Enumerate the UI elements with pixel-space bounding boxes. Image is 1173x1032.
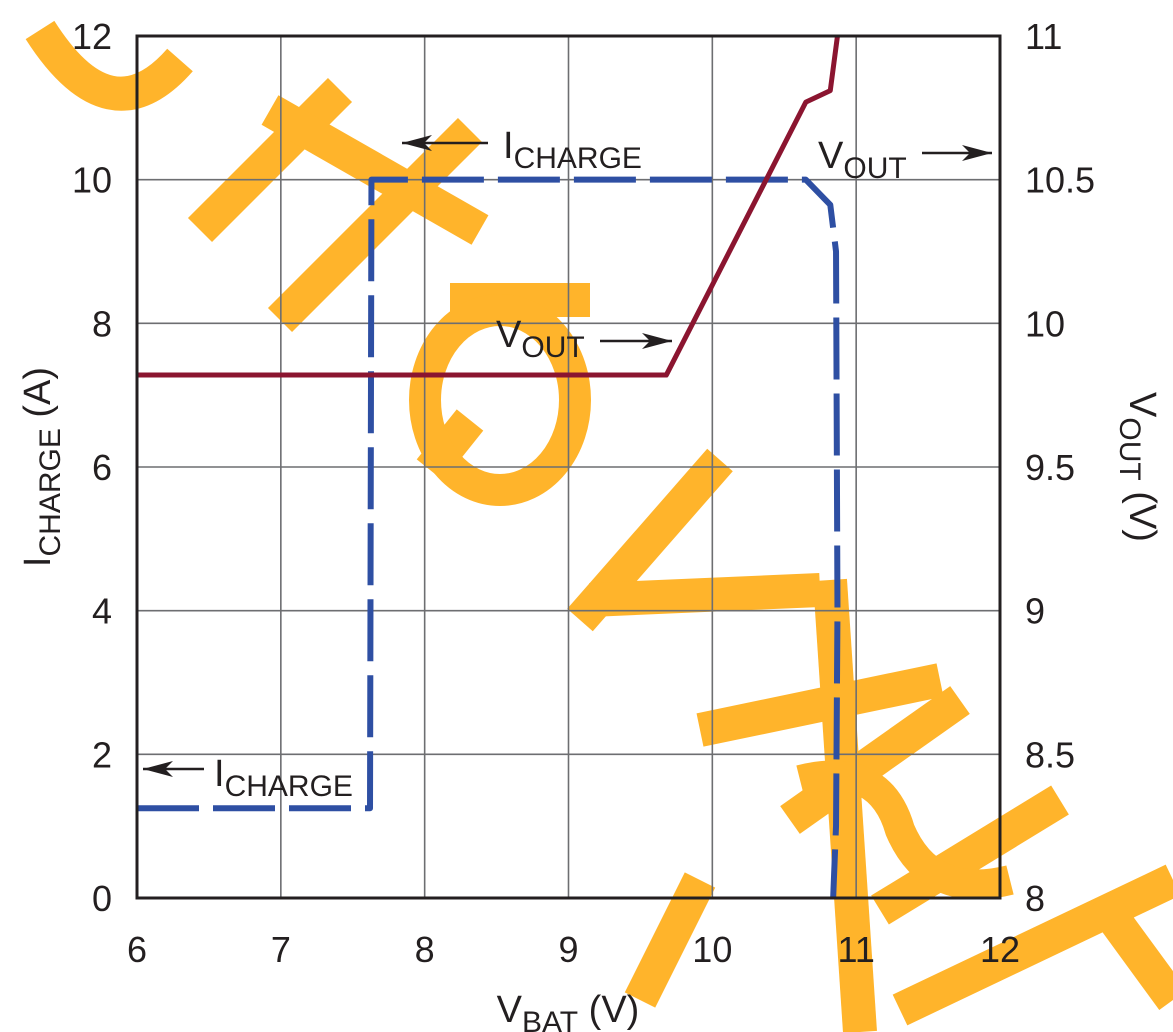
y-right-tick-label: 9	[1025, 591, 1045, 632]
x-tick-label: 6	[127, 929, 147, 970]
plot-frame	[135, 34, 1002, 900]
gridlines	[137, 36, 1000, 898]
annotation-label: VOUT	[818, 135, 907, 185]
watermark-stroke	[624, 872, 716, 1008]
watermark-stroke	[187, 77, 353, 243]
x-axis-title: VBAT (V)	[497, 989, 640, 1032]
y-left-axis-title: ICHARGE (A)	[17, 367, 67, 567]
watermark-stroke	[892, 864, 1173, 1026]
y-left-tick-label: 2	[92, 734, 112, 775]
watermark-stroke	[25, 20, 193, 111]
watermark-stroke	[871, 785, 1069, 925]
x-tick-label: 12	[980, 929, 1020, 970]
series	[137, 35, 841, 899]
x-tick-label: 8	[415, 929, 435, 970]
annotation-label: VOUT	[496, 314, 585, 364]
y-right-tick-label: 11	[1025, 16, 1062, 57]
y-left-tick-label: 0	[92, 878, 112, 919]
y-right-tick-label: 8.5	[1025, 734, 1075, 775]
y-right-tick-label: 10.5	[1025, 160, 1095, 201]
annotations: ICHARGE VOUT VOUT ICHARGE	[143, 125, 992, 803]
watermark-stroke	[696, 663, 944, 747]
annotation-arrowhead	[962, 145, 992, 161]
y-left-tick-label: 4	[92, 591, 112, 632]
x-tick-label: 7	[271, 929, 291, 970]
y-left-tick-label: 10	[72, 160, 112, 201]
watermark-stroke	[780, 686, 970, 834]
watermark-stroke	[261, 95, 489, 245]
x-tick-label: 9	[558, 929, 578, 970]
y-right-axis-title: VOUT (V)	[1113, 392, 1163, 542]
annotation-arrowhead	[642, 333, 672, 349]
x-tick-label: 10	[692, 929, 732, 970]
x-tick-label: 11	[837, 929, 874, 970]
annotation-label: ICHARGE	[503, 125, 642, 175]
annotation-label: ICHARGE	[214, 753, 353, 803]
watermark-stroke	[589, 573, 821, 617]
y-right-tick-label: 10	[1025, 303, 1065, 344]
watermark-stroke	[796, 760, 1014, 900]
watermark-stroke	[267, 117, 483, 333]
y-right-tick-label: 9.5	[1025, 447, 1075, 488]
series-line-vout	[137, 35, 840, 378]
annotation-arrowhead	[143, 761, 173, 777]
series-line-icharge	[137, 176, 841, 899]
y-left-tick-label: 12	[72, 16, 112, 57]
annotation-arrowhead	[402, 135, 432, 151]
watermark-stroke	[1086, 889, 1173, 1011]
y-left-tick-label: 8	[92, 303, 112, 344]
y-right-tick-label: 8	[1025, 878, 1045, 919]
y-left-tick-label: 6	[92, 447, 112, 488]
